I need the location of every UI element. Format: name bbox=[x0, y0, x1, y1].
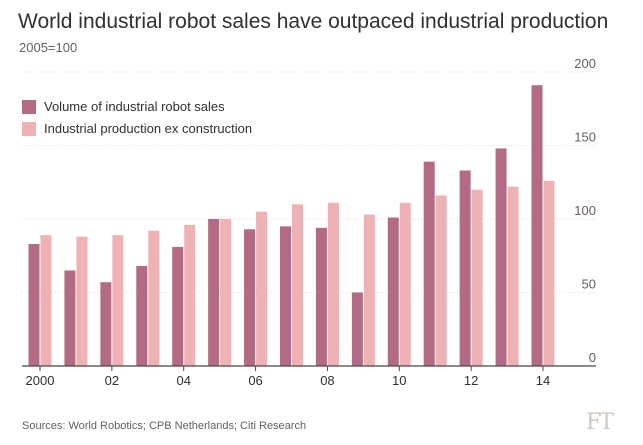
y-tick-label: 50 bbox=[582, 277, 596, 292]
bar-industrial-production-2002 bbox=[112, 235, 124, 366]
bar-robot-sales-2009 bbox=[351, 292, 363, 366]
y-axis-ticks: 0 50 100 150 200 bbox=[574, 56, 596, 365]
ft-logo: FT bbox=[586, 410, 614, 435]
x-tick-label: 12 bbox=[464, 373, 478, 388]
legend-label: Industrial production ex construction bbox=[44, 121, 253, 136]
chart-title: World industrial robot sales have outpac… bbox=[18, 10, 609, 33]
bar-robot-sales-2007 bbox=[280, 226, 291, 366]
legend-swatch bbox=[22, 121, 36, 136]
bar-robot-sales-2014 bbox=[531, 85, 543, 366]
bar-robot-sales-2003 bbox=[136, 266, 148, 366]
bar-industrial-production-2006 bbox=[256, 211, 268, 366]
x-tick-label: 2000 bbox=[26, 373, 55, 388]
x-tick-label: 02 bbox=[105, 373, 119, 388]
bar-industrial-production-2011 bbox=[435, 195, 447, 366]
bar-robot-sales-2001 bbox=[64, 270, 76, 366]
legend-swatch bbox=[22, 99, 36, 114]
legend-item-robot-sales: Volume of industrial robot sales bbox=[22, 99, 225, 114]
bar-industrial-production-2008 bbox=[327, 202, 339, 366]
x-tick-label: 04 bbox=[176, 373, 190, 388]
x-tick-label: 08 bbox=[320, 373, 334, 388]
bar-industrial-production-2009 bbox=[363, 214, 375, 366]
bar-robot-sales-2000 bbox=[28, 243, 40, 366]
x-tick-label: 10 bbox=[392, 373, 406, 388]
bar-industrial-production-2013 bbox=[507, 186, 519, 366]
y-tick-label: 0 bbox=[589, 350, 596, 365]
bar-industrial-production-2005 bbox=[220, 219, 232, 366]
bar-industrial-production-2014 bbox=[543, 180, 555, 366]
bar-robot-sales-2011 bbox=[423, 161, 435, 366]
bar-robot-sales-2002 bbox=[100, 282, 112, 366]
bar-industrial-production-2000 bbox=[40, 235, 52, 366]
bar-robot-sales-2013 bbox=[495, 148, 507, 366]
bar-robot-sales-2004 bbox=[172, 246, 184, 366]
bars bbox=[28, 85, 555, 366]
bar-industrial-production-2004 bbox=[184, 224, 196, 366]
x-axis-ticks: 2000 02 04 06 08 10 12 14 bbox=[26, 366, 550, 388]
bar-robot-sales-2008 bbox=[315, 227, 327, 366]
source-note: Sources: World Robotics; CPB Netherlands… bbox=[22, 420, 307, 432]
y-tick-label: 150 bbox=[574, 130, 596, 145]
bar-robot-sales-2006 bbox=[244, 229, 256, 366]
chart-subtitle: 2005=100 bbox=[19, 40, 78, 55]
legend-label: Volume of industrial robot sales bbox=[44, 99, 225, 114]
bar-robot-sales-2005 bbox=[208, 219, 220, 366]
x-tick-label: 06 bbox=[248, 373, 262, 388]
bar-industrial-production-2001 bbox=[76, 236, 88, 366]
bar-robot-sales-2012 bbox=[459, 170, 471, 366]
y-tick-label: 100 bbox=[574, 203, 596, 218]
y-tick-label: 200 bbox=[574, 56, 596, 71]
bar-industrial-production-2012 bbox=[471, 189, 483, 366]
bar-industrial-production-2007 bbox=[292, 204, 303, 366]
bar-robot-sales-2010 bbox=[387, 217, 399, 366]
bar-industrial-production-2003 bbox=[148, 230, 160, 366]
legend-item-industrial-production: Industrial production ex construction bbox=[22, 121, 252, 136]
bar-industrial-production-2010 bbox=[399, 202, 411, 366]
x-tick-label: 14 bbox=[536, 373, 550, 388]
